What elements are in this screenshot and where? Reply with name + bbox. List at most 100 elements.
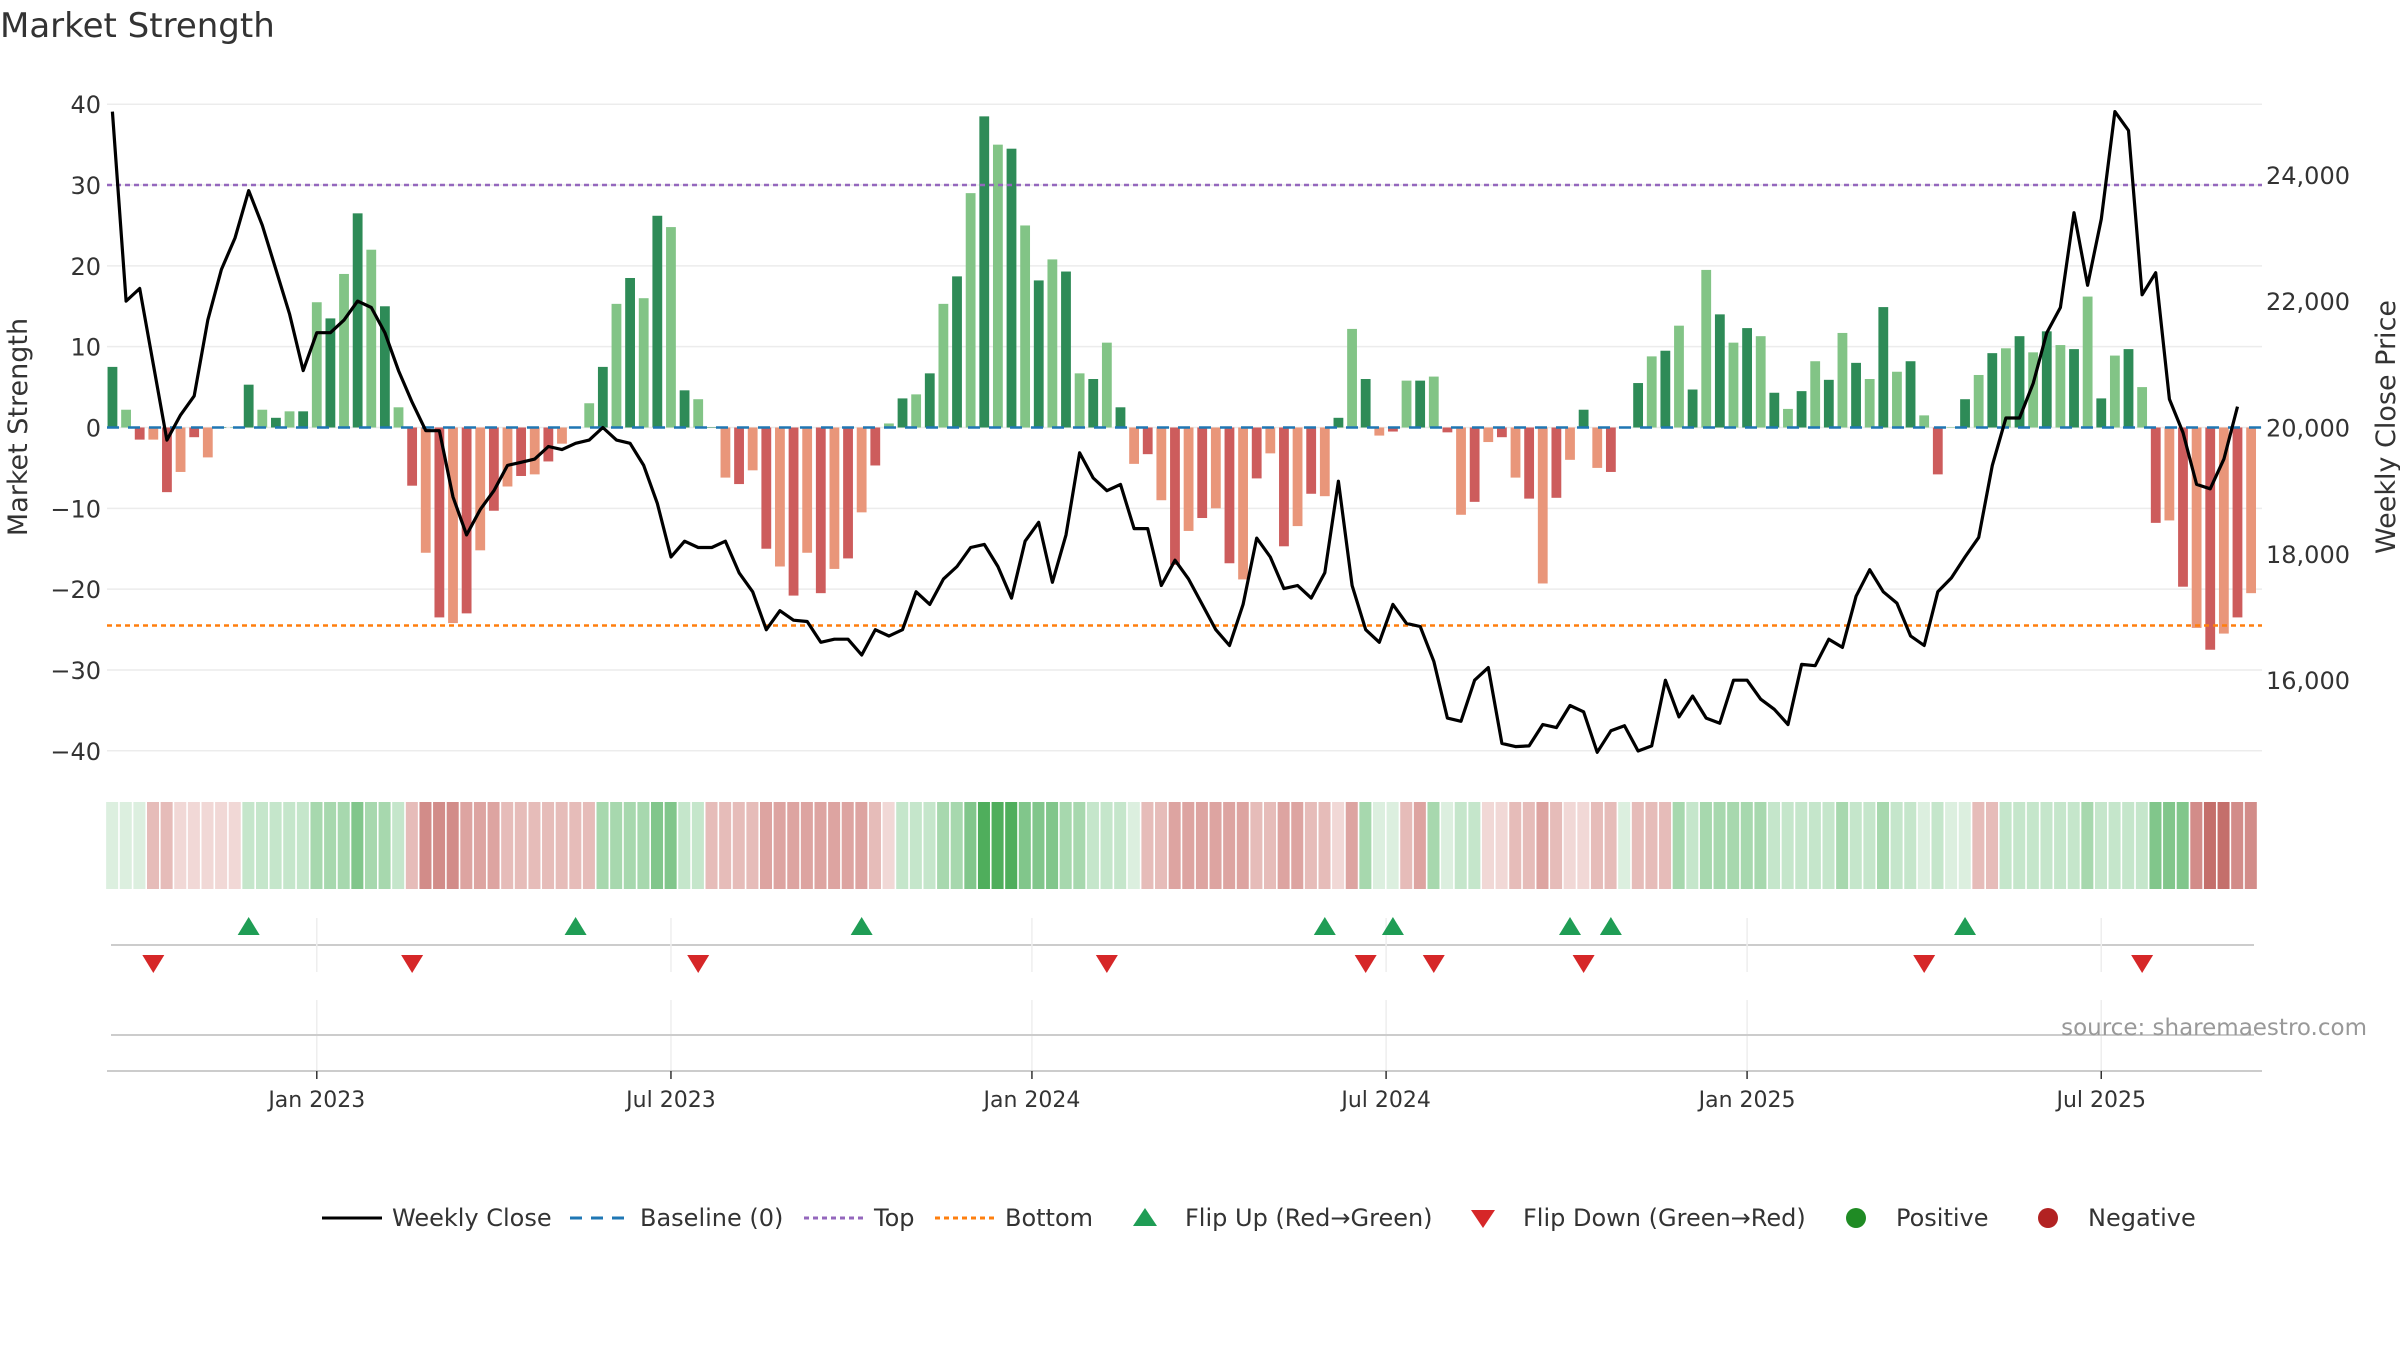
strength-bar [2191,427,2202,628]
heat-cell [1195,802,1208,889]
strength-bar [1456,427,1466,515]
heat-cell [1209,802,1222,889]
flip-down-marker [1913,955,1936,973]
heat-cell [1863,802,1876,889]
strength-bar [1946,427,1957,428]
heat-cell [637,802,650,889]
strength-bar [666,227,676,428]
strength-bar [284,411,295,428]
strength-heat-strip [106,802,2257,889]
heat-cell [446,802,459,889]
flip-up-marker [1954,917,1977,935]
heat-cell [2108,802,2121,889]
strength-bar [2123,349,2134,428]
strength-bar [788,427,799,596]
heat-cell [623,802,636,889]
strength-bar [1224,427,1235,564]
strength-bar [1701,269,1712,428]
y2-tick-label: 16,000 [2266,667,2350,695]
strength-bar [475,427,486,551]
strength-bar [557,427,567,444]
y-tick-label: −20 [50,576,101,604]
strength-bar [529,427,540,475]
y-tick-label: 0 [86,415,101,443]
strength-bar [257,409,268,428]
heat-cell [1155,802,1168,889]
heat-cell [337,802,350,889]
strength-bar [2164,427,2175,521]
heat-cell [1073,802,1086,889]
heat-cell [201,802,214,889]
strength-bar [1033,280,1044,428]
heat-cell [283,802,296,889]
heat-cell [882,802,895,889]
strength-bar [148,427,159,440]
strength-bar [107,366,118,428]
heat-cell [351,802,364,889]
y2-tick-label: 24,000 [2266,162,2350,190]
heat-cell [228,802,241,889]
heat-cell [1808,802,1821,889]
flip-up-marker [850,917,873,935]
y-tick-label: 10 [70,334,101,362]
strength-bar [1483,427,1494,443]
heat-cell [1604,802,1617,889]
heat-cell [1427,802,1440,889]
heat-cell [759,802,773,889]
heat-cell [2122,802,2135,889]
legend-label: Top [873,1204,915,1232]
strength-bar [1892,371,1902,428]
strength-bar [1905,361,1916,428]
strength-bar [502,427,513,487]
heat-cell [868,802,881,889]
weekly-close-line [110,109,2240,754]
heat-cell [1645,802,1658,889]
heat-cell [1318,802,1331,889]
legend-label: Flip Down (Green→Red) [1523,1204,1806,1232]
strength-bar [1537,427,1548,584]
heat-cell [1958,802,1971,889]
heat-cell [1509,802,1522,889]
y-axis: 40 30 20 10 0 −10 −20 −30 −40 [50,91,101,766]
strength-bar [407,427,418,486]
strength-bar [1238,427,1248,580]
strength-bar [897,398,908,428]
flip-down-marker [1354,955,1377,973]
strength-bar [2137,387,2148,428]
strength-bar [1469,427,1480,502]
heat-cell [1890,802,1903,889]
strength-bar [1796,391,1807,428]
strength-bar [775,427,785,567]
x-tick-label: Jan 2025 [1697,1088,1796,1113]
strength-bar [2014,336,2025,428]
strength-bar [202,427,213,458]
strength-bar [1129,427,1140,464]
y2-axis: 24,000 22,000 20,000 18,000 16,000 [2266,162,2350,695]
strength-bar [1578,409,1589,428]
legend-label: Negative [2088,1204,2196,1232]
flip-up-marker [1599,917,1622,935]
heat-cell [2094,802,2107,889]
heat-cell [569,802,582,889]
heat-cell [1277,802,1290,889]
source-note: source: sharemaestro.com [2061,1015,2367,1041]
strength-bar [1742,328,1752,428]
heat-cell [1250,802,1263,889]
flip-down-marker [142,955,165,973]
strength-bar [1388,427,1398,432]
heat-cell [2040,802,2053,889]
heat-cell [651,802,664,889]
heat-cell [2149,802,2162,889]
heat-cell [555,802,568,889]
strength-bar [1714,314,1725,428]
strength-bar [2218,427,2229,634]
flip-down-marker [1572,955,1595,973]
heat-cell [2190,802,2203,889]
heat-cell [528,802,541,889]
flip-up-marker [237,917,260,935]
flip-down-marker [2131,955,2154,973]
strength-bar [2232,427,2243,618]
strength-bar [1973,374,1984,428]
strength-bar [761,427,772,549]
strength-bar [298,411,309,428]
